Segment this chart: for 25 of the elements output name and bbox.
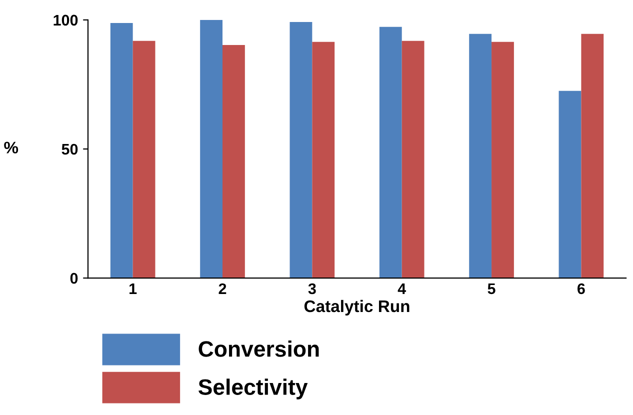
bar [492,42,514,278]
bar [469,34,492,278]
bar [132,40,156,278]
bar [222,44,245,278]
y-tick-label: 100 [54,14,78,26]
bar [402,40,424,278]
x-tick-label: 2 [218,283,226,294]
y-axis-title: % [4,142,18,154]
x-tick-label: 1 [130,283,137,294]
x-axis-title: Catalytic Run [304,300,410,316]
bar [110,23,133,278]
y-tick-label: 0 [70,272,78,284]
y-tick-label: 50 [62,144,78,155]
legend-label: Selectivity [198,378,308,400]
bar [312,42,335,278]
bar [379,26,402,278]
x-tick-label: 5 [488,283,496,294]
bar [581,34,604,278]
x-tick-label: 4 [398,283,406,294]
bar [290,22,312,278]
bar [200,20,222,278]
bar [558,90,582,278]
legend-label: Conversion [198,340,319,357]
x-tick-label: 6 [578,283,585,294]
x-tick-label: 3 [308,283,316,294]
